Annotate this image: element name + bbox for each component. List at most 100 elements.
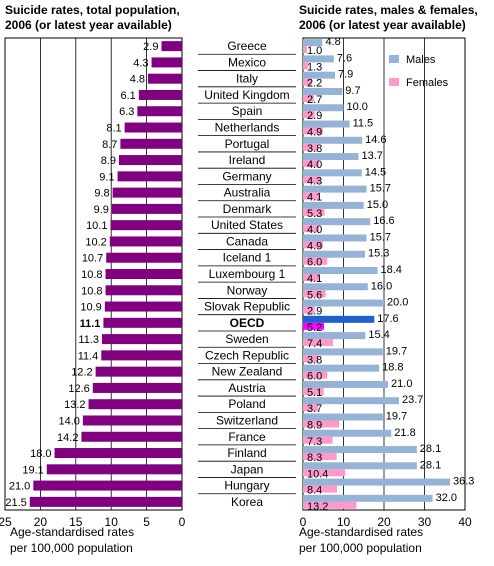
category-label: Australia xyxy=(224,186,271,200)
females-value-label: 3.8 xyxy=(307,354,322,366)
males-bar xyxy=(303,364,380,372)
left-value-label: 10.8 xyxy=(81,269,102,281)
left-value-label: 10.8 xyxy=(81,285,102,297)
females-bar xyxy=(303,94,314,102)
females-bar xyxy=(303,208,325,216)
females-bar xyxy=(303,453,337,461)
left-value-label: 10.1 xyxy=(86,220,107,232)
females-value-label: 4.0 xyxy=(307,159,322,171)
left-bar xyxy=(117,171,182,182)
males-value-label: 20.0 xyxy=(387,297,408,309)
category-label: Italy xyxy=(236,72,258,86)
left-value-label: 8.1 xyxy=(106,123,121,135)
left-title-line: 2006 (or latest year available) xyxy=(5,18,172,32)
left-bar xyxy=(105,269,182,279)
males-value-label: 10.0 xyxy=(347,101,368,113)
right-x-tick-label: 30 xyxy=(418,515,432,529)
left-bar xyxy=(124,122,182,133)
left-bar xyxy=(161,41,182,52)
left-value-label: 9.9 xyxy=(94,204,109,216)
left-x-tick-label: 0 xyxy=(179,515,186,529)
females-bar xyxy=(303,436,333,444)
category-label: Greece xyxy=(227,39,267,53)
males-value-label: 23.7 xyxy=(402,394,423,406)
males-value-label: 18.8 xyxy=(382,362,403,374)
females-value-label: 4.1 xyxy=(307,192,322,204)
females-value-label: 5.6 xyxy=(307,289,322,301)
females-value-label: 8.4 xyxy=(307,485,322,497)
left-title-line: Suicide rates, total population, xyxy=(5,3,180,17)
females-bar xyxy=(303,306,315,314)
left-value-label: 14.2 xyxy=(57,432,78,444)
males-bar xyxy=(303,169,362,177)
left-bar xyxy=(33,480,182,491)
males-value-label: 19.7 xyxy=(386,410,407,422)
left-value-label: 12.6 xyxy=(68,383,89,395)
males-value-label: 21.8 xyxy=(394,427,415,439)
females-bar xyxy=(303,355,319,363)
left-x-tick-label: 20 xyxy=(34,515,48,529)
females-value-label: 13.2 xyxy=(307,501,328,513)
left-bar xyxy=(95,366,182,377)
left-value-label: 11.1 xyxy=(80,318,101,330)
left-bar xyxy=(101,334,182,345)
category-label: Czech Republic xyxy=(205,348,289,362)
category-label: Sweden xyxy=(225,332,268,346)
left-bar xyxy=(137,106,182,117)
left-bar xyxy=(118,155,182,166)
left-value-label: 6.1 xyxy=(121,90,136,102)
category-label: Netherlands xyxy=(215,121,280,135)
left-bar xyxy=(88,399,182,410)
males-bar xyxy=(303,120,350,128)
left-bar xyxy=(106,252,182,263)
left-value-label: 4.8 xyxy=(130,74,145,86)
left-value-label: 11.3 xyxy=(78,334,99,346)
females-value-label: 7.3 xyxy=(307,436,322,448)
males-bar xyxy=(303,478,451,486)
females-bar xyxy=(303,485,338,493)
females-value-label: 4.3 xyxy=(307,175,322,187)
males-bar xyxy=(303,397,399,405)
left-bar xyxy=(101,350,182,361)
females-bar xyxy=(303,46,308,54)
males-value-label: 15.3 xyxy=(368,248,389,260)
males-value-label: 15.0 xyxy=(367,199,388,211)
females-bar xyxy=(303,127,323,135)
males-bar xyxy=(303,153,359,161)
females-bar xyxy=(303,420,340,428)
females-bar xyxy=(303,339,333,347)
males-bar xyxy=(303,104,344,112)
right-title-line: 2006 (or latest year available) xyxy=(299,18,466,32)
left-x-tick-label: 15 xyxy=(69,515,83,529)
left-x-axis-label: per 100,000 population xyxy=(10,541,133,555)
left-value-label: 19.1 xyxy=(22,464,43,476)
males-bar xyxy=(303,136,363,144)
males-bar xyxy=(303,267,378,274)
females-value-label: 1.0 xyxy=(307,45,322,57)
males-value-label: 13.7 xyxy=(361,150,382,162)
left-x-axis-label: Age-standardised rates xyxy=(10,525,134,539)
left-x-tick-label: 25 xyxy=(0,515,12,529)
females-value-label: 4.9 xyxy=(307,127,322,139)
left-value-label: 8.9 xyxy=(101,155,116,167)
left-value-label: 8.7 xyxy=(102,139,117,151)
left-bar xyxy=(81,431,182,442)
left-value-label: 21.5 xyxy=(5,497,26,509)
left-bar xyxy=(111,203,182,214)
females-bar xyxy=(303,225,320,233)
category-label: Korea xyxy=(231,495,263,509)
males-bar xyxy=(303,380,389,388)
females-bar xyxy=(303,192,320,200)
left-bar xyxy=(92,382,182,393)
left-value-label: 10.7 xyxy=(82,253,103,265)
left-value-label: 18.0 xyxy=(30,448,51,460)
category-label: Portugal xyxy=(225,137,270,151)
females-bar xyxy=(303,501,357,509)
left-bar xyxy=(105,285,182,296)
females-value-label: 1.3 xyxy=(307,61,322,73)
males-bar xyxy=(303,218,371,226)
left-value-label: 9.8 xyxy=(94,188,109,200)
left-bar xyxy=(46,464,182,475)
category-label: France xyxy=(228,430,266,444)
legend-females-label: Females xyxy=(406,77,449,89)
